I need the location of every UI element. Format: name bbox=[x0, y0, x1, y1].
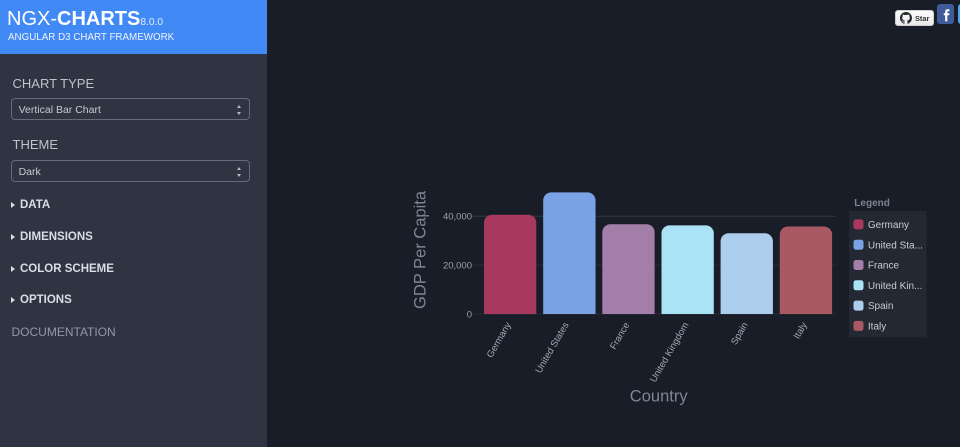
svg-text:United States: United States bbox=[534, 320, 572, 375]
svg-text:Germany: Germany bbox=[485, 320, 514, 360]
svg-text:United Kin...: United Kin... bbox=[868, 281, 922, 292]
svg-text:Italy: Italy bbox=[792, 320, 810, 341]
svg-text:20,000: 20,000 bbox=[443, 261, 472, 272]
svg-text:Country: Country bbox=[630, 387, 689, 405]
svg-text:Spain: Spain bbox=[729, 321, 751, 348]
svg-text:Legend: Legend bbox=[854, 198, 890, 209]
svg-text:France: France bbox=[868, 261, 900, 272]
svg-text:United Kingdom: United Kingdom bbox=[648, 320, 691, 384]
svg-text:Germany: Germany bbox=[868, 220, 909, 231]
svg-text:0: 0 bbox=[467, 309, 472, 320]
svg-text:France: France bbox=[608, 321, 632, 352]
svg-text:Italy: Italy bbox=[868, 322, 886, 333]
svg-text:40,000: 40,000 bbox=[443, 212, 472, 223]
svg-text:United Sta...: United Sta... bbox=[868, 240, 923, 251]
svg-text:GDP Per Capita: GDP Per Capita bbox=[412, 190, 430, 309]
svg-text:Spain: Spain bbox=[868, 301, 894, 312]
